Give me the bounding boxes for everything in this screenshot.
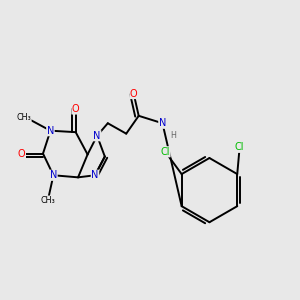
Text: CH₃: CH₃ [16,113,31,122]
Text: N: N [93,131,101,141]
Text: N: N [50,170,57,180]
Text: H: H [170,131,176,140]
Text: N: N [91,170,99,180]
Text: N: N [47,126,54,136]
Text: Cl: Cl [160,147,170,157]
Text: O: O [72,104,80,114]
Text: Cl: Cl [235,142,244,152]
Text: O: O [18,148,26,159]
Text: N: N [159,118,166,128]
Text: O: O [130,88,137,98]
Text: CH₃: CH₃ [41,196,56,205]
